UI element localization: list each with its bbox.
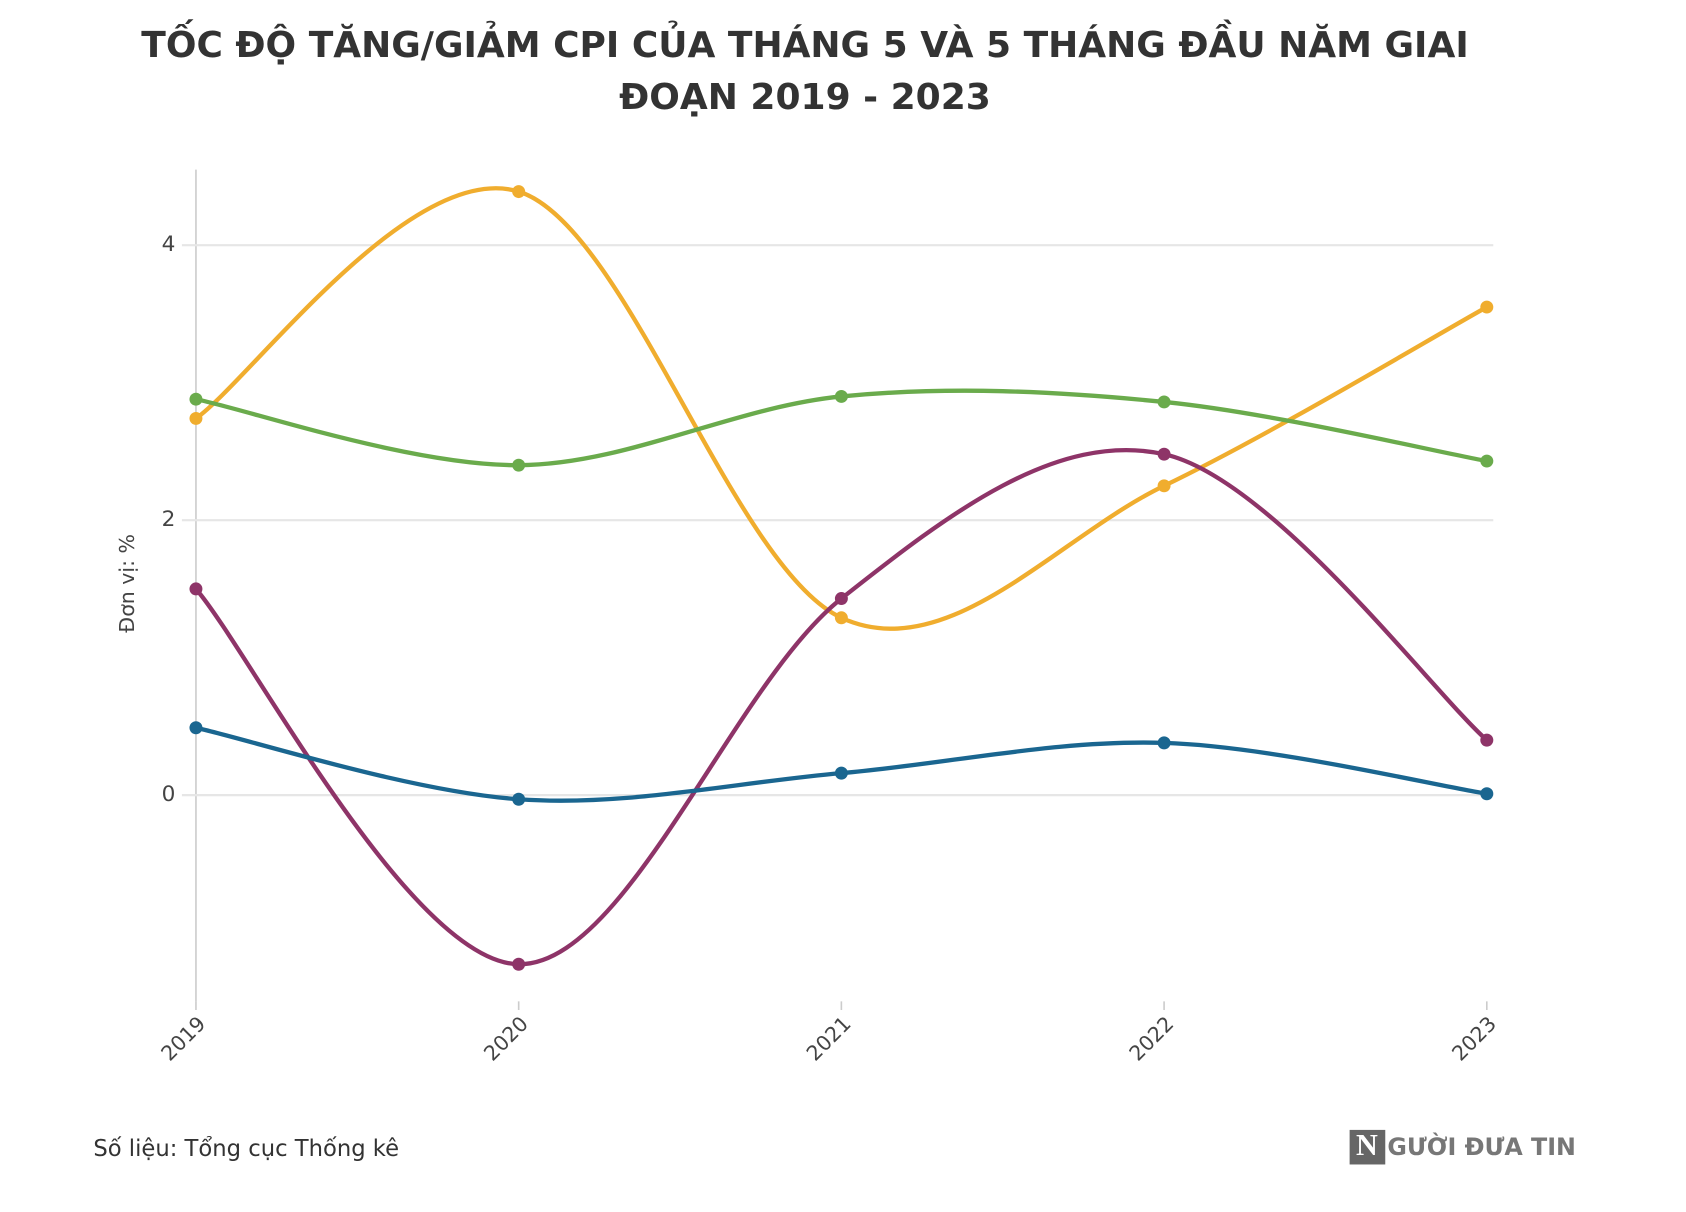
data-point	[834, 766, 848, 780]
logo-box	[1349, 1129, 1386, 1165]
x-tick-label: 2021	[802, 1012, 856, 1066]
chart-title: TỐC ĐỘ TĂNG/GIẢM CPI CỦA THÁNG 5 VÀ 5 TH…	[141, 25, 1469, 118]
y-tick-label: 4	[162, 232, 176, 257]
data-point	[189, 582, 203, 596]
data-point	[1480, 787, 1494, 801]
x-tick-label: 2022	[1124, 1012, 1178, 1066]
y-tick-label: 0	[162, 782, 176, 807]
data-point	[189, 721, 203, 735]
data-point	[1157, 395, 1171, 409]
data-point	[512, 458, 526, 472]
series-line	[194, 448, 1489, 967]
data-point	[1157, 736, 1171, 750]
data-point	[1480, 733, 1494, 747]
logo-mark: N	[1356, 1128, 1378, 1162]
data-point	[1480, 454, 1494, 468]
x-tick-label: 2020	[479, 1012, 533, 1066]
data-point	[1157, 479, 1171, 493]
data-point	[1480, 300, 1494, 314]
data-point	[512, 957, 526, 971]
data-point	[834, 389, 848, 403]
x-tick-label: 2019	[156, 1012, 210, 1066]
data-point	[1157, 447, 1171, 461]
x-tick-label: 2023	[1447, 1012, 1501, 1066]
data-point	[189, 411, 203, 425]
y-axis-label: Đơn vị: %	[115, 534, 139, 633]
y-tick-label: 2	[162, 507, 176, 532]
data-point	[512, 792, 526, 806]
data-point	[834, 592, 848, 606]
data-point	[189, 392, 203, 406]
data-point	[512, 185, 526, 199]
series-line	[195, 725, 1488, 803]
logo-text: GƯỜI ĐƯA TIN	[1387, 1133, 1575, 1161]
series-line	[194, 186, 1488, 631]
source: Số liệu: Tổng cục Thống kê	[93, 1136, 399, 1162]
data-point	[834, 611, 848, 625]
